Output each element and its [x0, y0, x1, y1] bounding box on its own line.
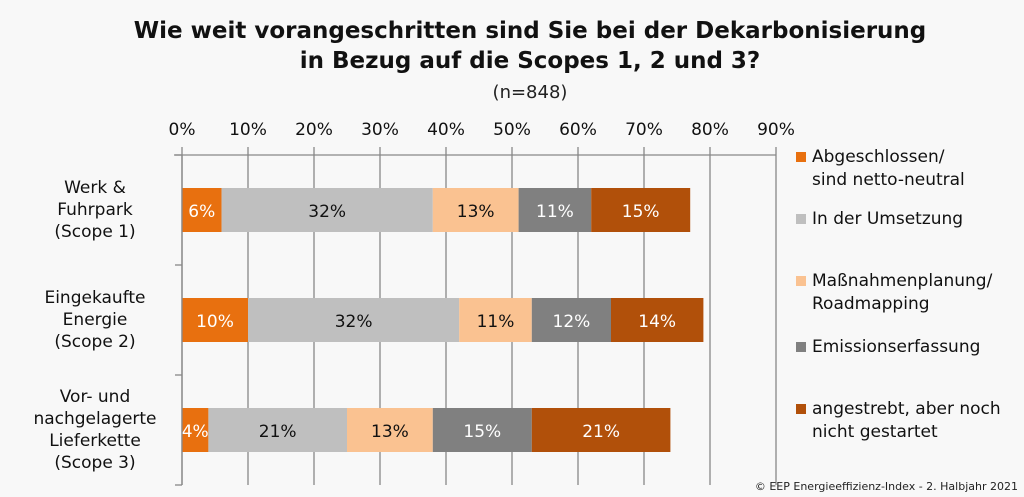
footer-credit: © EEP Energieeffizienz-Index - 2. Halbja… [754, 480, 1018, 493]
legend-item: Abgeschlossen/ sind netto-neutral [796, 146, 965, 192]
category-label: Werk & Fuhrpark (Scope 1) [54, 178, 136, 242]
bar-segment [221, 188, 433, 232]
bar-segment [591, 188, 691, 232]
data-label: 32% [308, 202, 346, 222]
legend-item: In der Umsetzung [796, 208, 963, 231]
legend-swatch [796, 152, 806, 162]
legend-label: Maßnahmenplanung/ Roadmapping [812, 271, 993, 314]
x-tick-label: 20% [295, 120, 333, 140]
data-label: 21% [259, 422, 297, 442]
x-tick-label: 0% [169, 120, 196, 140]
x-tick-label: 30% [361, 120, 399, 140]
bar-segment [432, 188, 519, 232]
x-tick-label: 60% [559, 120, 597, 140]
data-label: 4% [182, 422, 209, 442]
bar-segment [531, 298, 611, 342]
data-label: 11% [477, 312, 515, 332]
bar-segment [182, 298, 248, 342]
x-tick-label: 50% [493, 120, 531, 140]
bar-segment [347, 408, 433, 452]
data-label: 13% [371, 422, 409, 442]
category-label: Eingekaufte Energie (Scope 2) [44, 288, 146, 352]
x-tick-label: 10% [229, 120, 267, 140]
legend-label: Abgeschlossen/ sind netto-neutral [812, 147, 965, 190]
data-label: 11% [536, 202, 574, 222]
data-label: 13% [457, 202, 495, 222]
chart-title: Wie weit vorangeschritten sind Sie bei d… [133, 18, 927, 44]
x-tick-label: 80% [691, 120, 729, 140]
chart-subtitle: (n=848) [492, 82, 568, 103]
x-tick-label: 40% [427, 120, 465, 140]
legend-label: In der Umsetzung [812, 209, 964, 229]
data-label: 6% [188, 202, 215, 222]
legend-swatch [796, 276, 806, 286]
legend-label: Emissionserfassung [812, 337, 981, 357]
chart-title-line2: in Bezug auf die Scopes 1, 2 und 3? [299, 48, 761, 74]
bar-segment [248, 298, 460, 342]
bar-segment [208, 408, 347, 452]
legend-swatch [796, 404, 806, 414]
legend-swatch [796, 342, 806, 352]
legend-item: Maßnahmenplanung/ Roadmapping [796, 270, 992, 316]
data-label: 32% [335, 312, 373, 332]
data-label: 12% [553, 312, 591, 332]
data-label: 14% [638, 312, 676, 332]
data-label: 10% [196, 312, 234, 332]
bar-segment [182, 408, 209, 452]
bar-segment [432, 408, 532, 452]
bar-segment [611, 298, 704, 342]
data-label: 21% [582, 422, 620, 442]
data-label: 15% [622, 202, 660, 222]
bar-segment [518, 188, 592, 232]
legend-label: angestrebt, aber noch nicht gestartet [812, 399, 1001, 442]
bar-segment [531, 408, 671, 452]
x-tick-label: 90% [757, 120, 795, 140]
bar-segment [182, 188, 222, 232]
category-label: Vor- und nachgelagerte Lieferkette (Scop… [33, 387, 157, 473]
bar-segment [459, 298, 532, 342]
legend-swatch [796, 214, 806, 224]
data-label: 15% [463, 422, 501, 442]
legend-item: Emissionserfassung [796, 336, 980, 359]
legend-item: angestrebt, aber noch nicht gestartet [796, 398, 1001, 444]
x-tick-label: 70% [625, 120, 663, 140]
